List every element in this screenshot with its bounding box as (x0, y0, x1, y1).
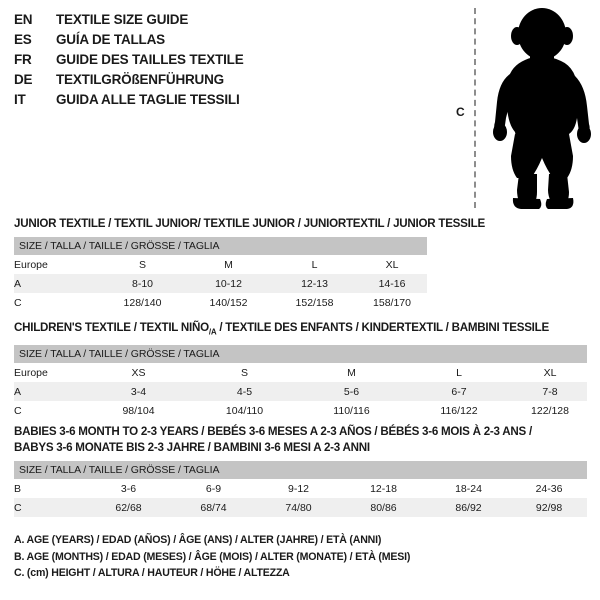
language-row-fr: FR GUIDE DES TAILLES TEXTILE (14, 52, 434, 72)
cell-value: 122/128 (513, 401, 588, 421)
cell-value: 140/152 (185, 293, 272, 312)
cell-value: 128/140 (100, 293, 185, 312)
section-childrens-textile: CHILDREN'S TEXTILE / TEXTIL NIÑO/A / TEX… (14, 320, 588, 421)
cell-value: 8-10 (100, 274, 185, 293)
table-band-header-row: SIZE / TALLA / TAILLE / GRÖSSE / TAGLIA (14, 237, 428, 255)
section-title-children-sub: /A (208, 327, 217, 337)
table-children: SIZE / TALLA / TAILLE / GRÖSSE / TAGLIA … (14, 345, 588, 421)
language-row-en: EN TEXTILE SIZE GUIDE (14, 12, 434, 32)
cell-value: L (272, 255, 357, 274)
cell-value: 104/110 (191, 401, 298, 421)
language-title: GUÍA DE TALLAS (56, 32, 165, 47)
cell-value: 10-12 (185, 274, 272, 293)
section-title-babies-line2: BABYS 3-6 MONATE BIS 2-3 JAHRE / BAMBINI… (14, 441, 370, 454)
language-title: TEXTILE SIZE GUIDE (56, 12, 189, 27)
cell-value: 6-7 (405, 382, 513, 402)
legend-line-a: A. AGE (YEARS) / EDAD (AÑOS) / ÂGE (ANS)… (14, 534, 382, 546)
language-header: EN TEXTILE SIZE GUIDE ES GUÍA DE TALLAS … (14, 12, 434, 112)
cell-value: M (298, 363, 405, 383)
language-row-es: ES GUÍA DE TALLAS (14, 32, 434, 52)
row-label: B (14, 479, 86, 498)
section-title-junior: JUNIOR TEXTILE / TEXTIL JUNIOR/ TEXTILE … (14, 217, 485, 230)
cell-value: 116/122 (405, 401, 513, 421)
table-junior: SIZE / TALLA / TAILLE / GRÖSSE / TAGLIA … (14, 237, 428, 312)
row-label: Europe (14, 363, 86, 383)
section-title-children-suffix: / TEXTILE DES ENFANTS / KINDERTEXTIL / B… (216, 321, 549, 334)
cell-value: 74/80 (256, 498, 341, 517)
band-header-label: SIZE / TALLA / TAILLE / GRÖSSE / TAGLIA (14, 345, 588, 364)
language-row-de: DE TEXTILGRÖßENFÜHRUNG (14, 72, 434, 92)
table-band-header-row: SIZE / TALLA / TAILLE / GRÖSSE / TAGLIA (14, 461, 588, 479)
cell-value: 158/170 (357, 293, 428, 312)
band-header-label: SIZE / TALLA / TAILLE / GRÖSSE / TAGLIA (14, 461, 588, 479)
cell-value: 3-4 (86, 382, 191, 402)
language-code: IT (14, 92, 26, 107)
section-title-children-prefix: CHILDREN'S TEXTILE / TEXTIL NIÑO (14, 321, 209, 334)
cell-value: 80/86 (341, 498, 426, 517)
table-row: A 3-4 4-5 5-6 6-7 7-8 (14, 382, 588, 402)
language-code: DE (14, 72, 33, 87)
cell-value: 110/116 (298, 401, 405, 421)
language-row-it: IT GUIDA ALLE TAGLIE TESSILI (14, 92, 434, 112)
table-row: C 62/68 68/74 74/80 80/86 86/92 92/98 (14, 498, 588, 517)
legend-block: A. AGE (YEARS) / EDAD (AÑOS) / ÂGE (ANS)… (14, 532, 574, 582)
cell-value: 6-9 (171, 479, 256, 498)
cell-value: 5-6 (298, 382, 405, 402)
cell-value: 12-13 (272, 274, 357, 293)
cell-value: 68/74 (171, 498, 256, 517)
table-row: A 8-10 10-12 12-13 14-16 (14, 274, 428, 293)
cell-value: 3-6 (86, 479, 171, 498)
height-dashed-line (474, 8, 476, 208)
cell-value: 62/68 (86, 498, 171, 517)
cell-value: 24-36 (511, 479, 588, 498)
cell-value: XS (86, 363, 191, 383)
cell-value: XL (357, 255, 428, 274)
section-title-babies-line1: BABIES 3-6 MONTH TO 2-3 YEARS / BEBÉS 3-… (14, 425, 532, 438)
legend-line-c: C. (cm) HEIGHT / ALTURA / HAUTEUR / HÖHE… (14, 567, 290, 579)
cell-value: 86/92 (426, 498, 511, 517)
measurement-figure: C (440, 0, 600, 215)
cell-value: 98/104 (86, 401, 191, 421)
table-row: C 98/104 104/110 110/116 116/122 122/128 (14, 401, 588, 421)
cell-value: S (191, 363, 298, 383)
cell-value: 152/158 (272, 293, 357, 312)
cell-value: 9-12 (256, 479, 341, 498)
table-row: C 128/140 140/152 152/158 158/170 (14, 293, 428, 312)
table-row: Europe XS S M L XL (14, 363, 588, 383)
cell-value: XL (513, 363, 588, 383)
cell-value: 12-18 (341, 479, 426, 498)
section-title-children: CHILDREN'S TEXTILE / TEXTIL NIÑO/A / TEX… (14, 320, 587, 339)
cell-value: L (405, 363, 513, 383)
cell-value: M (185, 255, 272, 274)
cell-value: S (100, 255, 185, 274)
language-code: EN (14, 12, 33, 27)
language-title: GUIDA ALLE TAGLIE TESSILI (56, 92, 240, 107)
toddler-silhouette-icon (493, 8, 591, 209)
cell-value: 14-16 (357, 274, 428, 293)
row-label: Europe (14, 255, 100, 274)
language-code: ES (14, 32, 32, 47)
row-label: C (14, 401, 86, 421)
cell-value: 18-24 (426, 479, 511, 498)
section-junior-textile: JUNIOR TEXTILE / TEXTIL JUNIOR/ TEXTILE … (14, 216, 485, 312)
table-row: B 3-6 6-9 9-12 12-18 18-24 24-36 (14, 479, 588, 498)
row-label: C (14, 498, 86, 517)
cell-value: 92/98 (511, 498, 588, 517)
row-label: C (14, 293, 100, 312)
legend-line-b: B. AGE (MONTHS) / EDAD (MESES) / ÂGE (MO… (14, 550, 411, 563)
language-code: FR (14, 52, 32, 67)
section-babies-textile: BABIES 3-6 MONTH TO 2-3 YEARS / BEBÉS 3-… (14, 424, 588, 517)
language-title: GUIDE DES TAILLES TEXTILE (56, 52, 244, 67)
cell-value: 7-8 (513, 382, 588, 402)
table-band-header-row: SIZE / TALLA / TAILLE / GRÖSSE / TAGLIA (14, 345, 588, 364)
height-measure-label: C (456, 105, 465, 119)
row-label: A (14, 274, 100, 293)
band-header-label: SIZE / TALLA / TAILLE / GRÖSSE / TAGLIA (14, 237, 428, 255)
table-row: Europe S M L XL (14, 255, 428, 274)
row-label: A (14, 382, 86, 402)
language-title: TEXTILGRÖßENFÜHRUNG (56, 72, 224, 87)
cell-value: 4-5 (191, 382, 298, 402)
table-babies: SIZE / TALLA / TAILLE / GRÖSSE / TAGLIA … (14, 461, 588, 517)
